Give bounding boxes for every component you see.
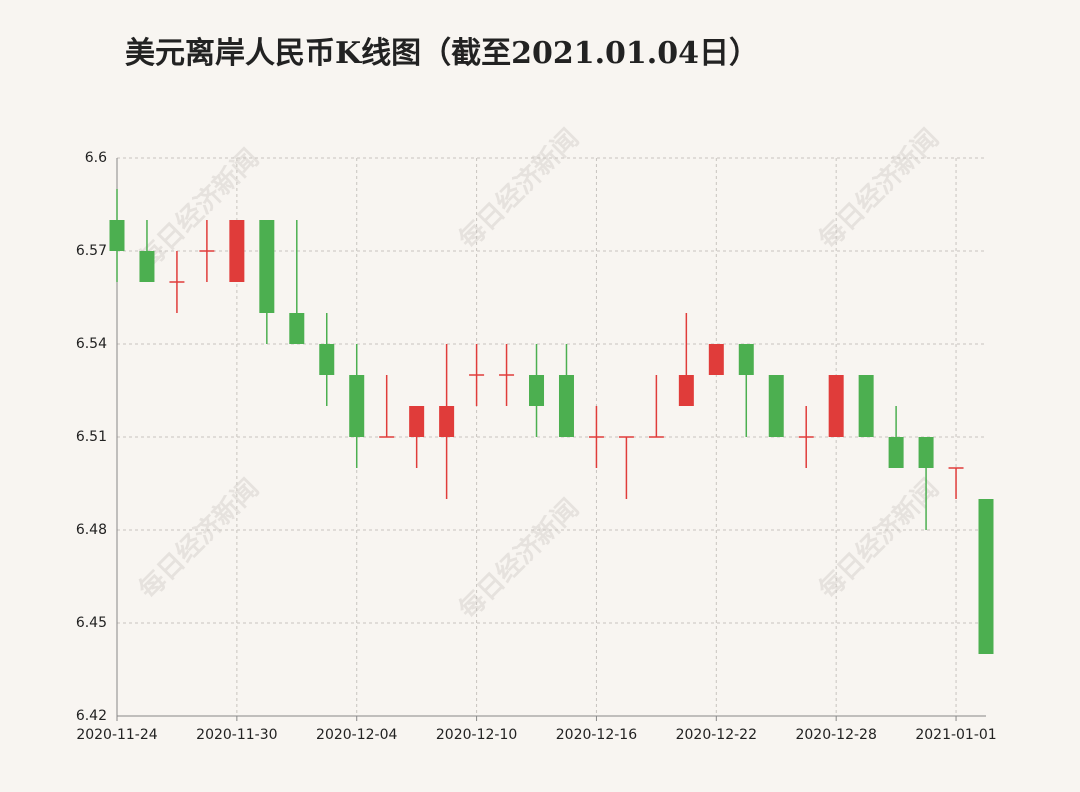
candle-body bbox=[199, 250, 215, 252]
y-tick-label: 6.48 bbox=[76, 522, 107, 538]
x-tick-label: 2021-01-01 bbox=[915, 727, 996, 743]
candle-body bbox=[618, 436, 634, 438]
candle-body bbox=[738, 344, 754, 375]
y-tick-label: 6.45 bbox=[76, 615, 107, 631]
candle-body bbox=[229, 220, 245, 282]
candle-body bbox=[588, 436, 604, 438]
y-tick-label: 6.51 bbox=[76, 429, 107, 445]
y-tick-label: 6.6 bbox=[85, 150, 107, 166]
watermark: 每日经济新闻 bbox=[813, 123, 945, 255]
candle-body bbox=[469, 374, 485, 376]
candle-body bbox=[169, 281, 185, 283]
y-tick-label: 6.54 bbox=[76, 336, 107, 352]
watermark: 每日经济新闻 bbox=[813, 473, 945, 605]
watermark: 每日经济新闻 bbox=[453, 493, 585, 625]
candle-body bbox=[409, 406, 425, 437]
candle-body bbox=[319, 344, 335, 375]
candle-body bbox=[978, 499, 994, 654]
candle-body bbox=[529, 375, 545, 406]
candle-body bbox=[109, 220, 125, 251]
candle-body bbox=[918, 437, 934, 468]
candle-body bbox=[648, 436, 664, 438]
x-tick-label: 2020-11-30 bbox=[196, 727, 277, 743]
candle-body bbox=[379, 436, 395, 438]
chart-title: 美元离岸人民币K线图（截至2021.01.04日） bbox=[125, 36, 759, 71]
candle-body bbox=[139, 251, 155, 282]
candle-body bbox=[768, 375, 784, 437]
candle-body bbox=[439, 406, 455, 437]
x-tick-label: 2020-12-04 bbox=[316, 727, 397, 743]
x-tick-label: 2020-12-16 bbox=[556, 727, 637, 743]
candle-body bbox=[828, 375, 844, 437]
candle-body bbox=[678, 375, 694, 406]
candle-body bbox=[259, 220, 275, 313]
candle-body bbox=[349, 375, 365, 437]
candle-body bbox=[499, 374, 515, 376]
y-tick-label: 6.57 bbox=[76, 243, 107, 259]
candle-body bbox=[798, 436, 814, 438]
candle-body bbox=[558, 375, 574, 437]
watermark: 每日经济新闻 bbox=[453, 123, 585, 255]
candle-body bbox=[948, 467, 964, 469]
candle-body bbox=[888, 437, 904, 468]
x-tick-label: 2020-11-24 bbox=[76, 727, 157, 743]
x-tick-label: 2020-12-28 bbox=[795, 727, 876, 743]
candle-body bbox=[708, 344, 724, 375]
candle-body bbox=[289, 313, 305, 344]
watermark: 每日经济新闻 bbox=[133, 473, 265, 605]
y-tick-label: 6.42 bbox=[76, 708, 107, 724]
x-tick-label: 2020-12-22 bbox=[676, 727, 757, 743]
candle-body bbox=[858, 375, 874, 437]
x-tick-label: 2020-12-10 bbox=[436, 727, 517, 743]
